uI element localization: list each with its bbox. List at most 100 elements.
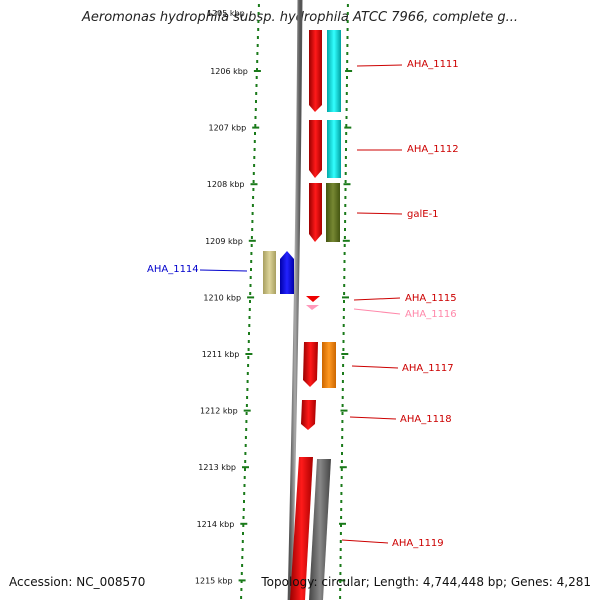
cds-aha-1117-red[interactable] [303, 342, 318, 387]
ruler-dot-left [256, 60, 259, 63]
leader-aha-1115 [353, 297, 401, 301]
cds-aha-1115[interactable] [306, 296, 320, 302]
ruler-dot-right [341, 428, 344, 431]
ruler-label: 1214 kbp [197, 520, 235, 529]
ruler-dot-right [342, 324, 345, 327]
ruler-dot-left [248, 324, 251, 327]
gene-label-aha-1115[interactable]: AHA_1115 [405, 293, 457, 304]
ruler-dot-left [250, 260, 253, 263]
ruler-dot-left [251, 212, 254, 215]
cds-aha-1117-orange[interactable] [322, 342, 336, 388]
cds-aha-1112-cyan[interactable] [327, 120, 341, 178]
cds-aha-1114-khaki[interactable] [263, 251, 276, 294]
ruler-tick [253, 70, 261, 72]
ruler-dot-right [343, 268, 346, 271]
gene-label-aha-1117[interactable]: AHA_1117 [402, 363, 454, 374]
ruler-dot-right [340, 484, 343, 487]
cds-gale-1-olive[interactable] [326, 183, 340, 242]
ruler-dot-left [247, 348, 250, 351]
ruler-dot-left [246, 372, 249, 375]
ruler-dot-left [251, 204, 254, 207]
ruler-dot-right [343, 300, 345, 303]
cds-aha-1116[interactable] [306, 305, 319, 310]
leader-aha-1114 [199, 269, 248, 272]
ruler-dot-right [344, 164, 347, 167]
cds-aha-1119-gray[interactable] [309, 459, 331, 600]
ruler-dot-left [249, 276, 252, 279]
ruler-dot-right [340, 524, 342, 527]
ruler-dot-left [243, 484, 246, 487]
ruler-dot-right [343, 276, 346, 279]
leader-aha-1116 [353, 308, 401, 315]
ruler-dot-right [344, 196, 347, 199]
ruler-dot-right [339, 548, 342, 551]
ruler-label: 1209 kbp [205, 237, 243, 246]
ruler-dot-right [339, 572, 342, 575]
cds-aha-1118-red[interactable] [301, 400, 316, 430]
cds-aha-1114-blue[interactable] [280, 251, 294, 294]
ruler-dot-left [244, 444, 247, 447]
ruler-dot-left [244, 460, 247, 463]
ruler-label: 1211 kbp [202, 350, 240, 359]
ruler-dot-left [247, 364, 250, 367]
cds-aha-1119-red[interactable] [290, 457, 313, 600]
cds-aha-1111-red[interactable] [309, 30, 322, 112]
ruler-dot-left [252, 188, 255, 191]
ruler-dot-left [240, 572, 243, 575]
ruler-dot-right [346, 20, 349, 23]
gene-label-aha-1116[interactable]: AHA_1116 [405, 309, 457, 320]
ruler-dot-left [245, 420, 248, 423]
ruler-dot-right [342, 340, 345, 343]
gene-label-aha-1112[interactable]: AHA_1112 [407, 144, 459, 155]
ruler-dot-left [247, 340, 250, 343]
ruler-dot-left [255, 100, 257, 103]
ruler-dot-right [342, 356, 345, 359]
leader-aha-1111 [356, 64, 403, 67]
cds-aha-1111-cyan[interactable] [327, 30, 341, 112]
ruler-tick [250, 183, 258, 186]
ruler-dot-right [340, 500, 343, 503]
ruler-dot-left [242, 524, 245, 527]
gene-label-gale-1[interactable]: galE-1 [407, 209, 439, 220]
ruler-dot-left [254, 116, 257, 119]
ruler-dot-right [344, 188, 347, 191]
ruler-dot-right [343, 236, 346, 239]
ruler-dot-right [345, 100, 348, 103]
ruler-label: 1213 kbp [198, 463, 236, 472]
ruler-dot-left [246, 396, 249, 399]
gene-label-aha-1119[interactable]: AHA_1119 [392, 538, 444, 549]
ruler-dot-left [254, 108, 257, 111]
ruler-dot-left [250, 252, 253, 255]
ruler-dot-right [345, 116, 348, 119]
ruler-dot-right [342, 372, 344, 375]
cds-gale-1-red[interactable] [309, 183, 322, 242]
ruler-dot-left [256, 52, 259, 55]
ruler-dot-right [341, 420, 344, 423]
ruler-dot-left [248, 308, 251, 311]
ruler-dot-right [346, 68, 349, 71]
ruler-tick-right [342, 296, 349, 299]
ruler-label: 1208 kbp [207, 180, 245, 189]
gene-label-aha-1118[interactable]: AHA_1118 [400, 414, 452, 425]
ruler-dot-right [345, 140, 348, 143]
ruler-tick-right [339, 466, 347, 469]
gene-label-aha-1114[interactable]: AHA_1114 [147, 264, 199, 275]
leader-gale-1 [356, 212, 403, 215]
ruler-tick-right [342, 239, 350, 242]
ruler-tick [238, 579, 246, 582]
ruler-tick-right [341, 353, 349, 355]
ruler-tick [243, 409, 251, 412]
ruler-dots [240, 4, 349, 599]
leader-aha-1117 [351, 365, 399, 369]
gene-label-aha-1111[interactable]: AHA_1111 [407, 59, 459, 70]
cds-aha-1112-red[interactable] [309, 120, 322, 178]
ruler-dot-left [257, 12, 260, 15]
ruler-dot-right [340, 476, 343, 479]
ruler-dot-left [249, 292, 252, 295]
ruler-dot-left [254, 132, 256, 135]
accession-label: Accession: NC_008570 [9, 575, 146, 589]
ruler-dot-left [248, 332, 250, 335]
ruler-dot-right [339, 556, 342, 559]
ruler-dot-left [248, 316, 251, 319]
